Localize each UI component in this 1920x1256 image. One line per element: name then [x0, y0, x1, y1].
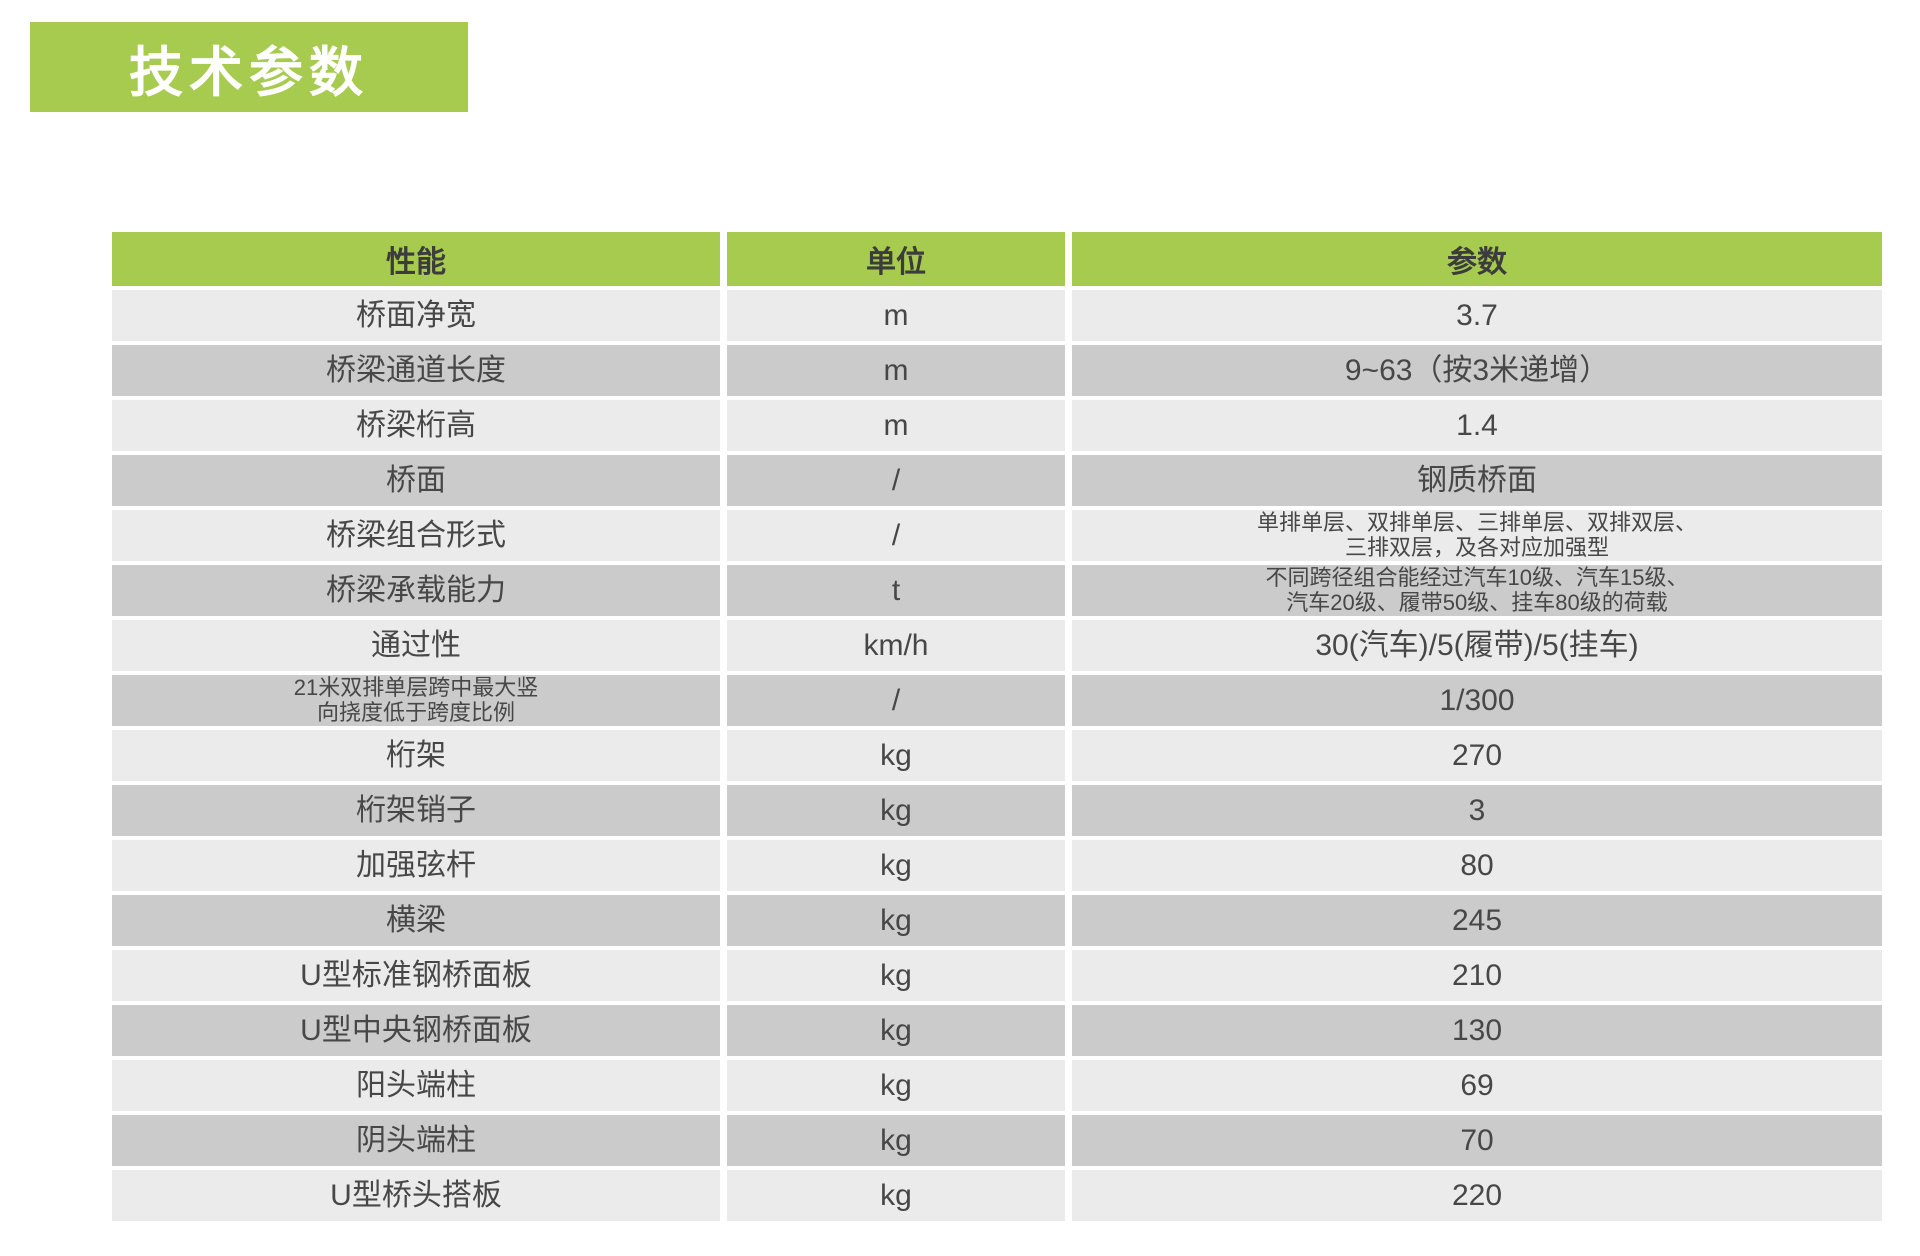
table-row: 桥面净宽 m 3.7	[112, 290, 1882, 341]
table-row: 桥梁承载能力 t 不同跨径组合能经过汽车10级、汽车15级、 汽车20级、履带50级…	[112, 565, 1882, 616]
performance-cell: U型标准钢桥面板	[112, 950, 720, 1001]
parameter-cell: 不同跨径组合能经过汽车10级、汽车15级、 汽车20级、履带50级、挂车80级的…	[1072, 565, 1882, 616]
table-row: 桥梁桁高 m 1.4	[112, 400, 1882, 451]
parameter-cell: 1/300	[1072, 675, 1882, 726]
table-row: 阳头端柱 kg 69	[112, 1060, 1882, 1111]
parameter-cell: 3	[1072, 785, 1882, 836]
unit-cell: kg	[727, 1170, 1065, 1221]
parameter-cell: 1.4	[1072, 400, 1882, 451]
performance-cell: 桥梁通道长度	[112, 345, 720, 396]
performance-cell: 桁架销子	[112, 785, 720, 836]
parameter-cell: 220	[1072, 1170, 1882, 1221]
parameter-cell: 钢质桥面	[1072, 455, 1882, 506]
table-row: 桁架 kg 270	[112, 730, 1882, 781]
spec-table: 性能 单位 参数 桥面净宽 m 3.7 桥梁通道长度 m 9~63（按3米递增） 桥梁桁高 m…	[105, 228, 1889, 1225]
unit-cell: t	[727, 565, 1065, 616]
parameter-cell: 9~63（按3米递增）	[1072, 345, 1882, 396]
unit-cell: kg	[727, 1115, 1065, 1166]
unit-cell: /	[727, 455, 1065, 506]
table-row: 桥梁通道长度 m 9~63（按3米递增）	[112, 345, 1882, 396]
performance-cell: 横梁	[112, 895, 720, 946]
performance-cell: U型桥头搭板	[112, 1170, 720, 1221]
parameter-cell: 80	[1072, 840, 1882, 891]
parameter-cell: 245	[1072, 895, 1882, 946]
performance-cell: U型中央钢桥面板	[112, 1005, 720, 1056]
performance-cell: 通过性	[112, 620, 720, 671]
performance-cell: 桥面净宽	[112, 290, 720, 341]
parameter-cell: 69	[1072, 1060, 1882, 1111]
table-row: 通过性 km/h 30(汽车)/5(履带)/5(挂车)	[112, 620, 1882, 671]
unit-cell: m	[727, 400, 1065, 451]
unit-cell: kg	[727, 840, 1065, 891]
parameter-cell: 单排单层、双排单层、三排单层、双排双层、 三排双层，及各对应加强型	[1072, 510, 1882, 561]
page-title-banner: 技术参数	[30, 22, 468, 112]
parameter-cell: 3.7	[1072, 290, 1882, 341]
performance-cell: 桥梁承载能力	[112, 565, 720, 616]
performance-cell: 21米双排单层跨中最大竖 向挠度低于跨度比例	[112, 675, 720, 726]
spec-table-body: 桥面净宽 m 3.7 桥梁通道长度 m 9~63（按3米递增） 桥梁桁高 m 1.4 桥面 / 钢质桥…	[112, 290, 1882, 1221]
parameter-cell: 30(汽车)/5(履带)/5(挂车)	[1072, 620, 1882, 671]
performance-cell: 桥梁组合形式	[112, 510, 720, 561]
unit-cell: /	[727, 675, 1065, 726]
unit-cell: /	[727, 510, 1065, 561]
unit-cell: kg	[727, 950, 1065, 1001]
unit-cell: kg	[727, 785, 1065, 836]
unit-cell: kg	[727, 1005, 1065, 1056]
table-row: 加强弦杆 kg 80	[112, 840, 1882, 891]
unit-cell: m	[727, 345, 1065, 396]
unit-cell: km/h	[727, 620, 1065, 671]
table-row: 桁架销子 kg 3	[112, 785, 1882, 836]
performance-cell: 阳头端柱	[112, 1060, 720, 1111]
parameter-cell: 270	[1072, 730, 1882, 781]
unit-cell: kg	[727, 730, 1065, 781]
parameter-cell: 210	[1072, 950, 1882, 1001]
table-row: 21米双排单层跨中最大竖 向挠度低于跨度比例/1/300	[112, 675, 1882, 726]
table-row: 横梁 kg 245	[112, 895, 1882, 946]
parameter-cell: 70	[1072, 1115, 1882, 1166]
table-row: 桥梁组合形式 / 单排单层、双排单层、三排单层、双排双层、 三排双层，及各对应加强型	[112, 510, 1882, 561]
page-title: 技术参数	[129, 42, 369, 103]
header-parameter: 参数	[1072, 232, 1882, 286]
parameter-cell: 130	[1072, 1005, 1882, 1056]
unit-cell: kg	[727, 1060, 1065, 1111]
unit-cell: kg	[727, 895, 1065, 946]
table-row: 阴头端柱 kg 70	[112, 1115, 1882, 1166]
performance-cell: 桥面	[112, 455, 720, 506]
performance-cell: 加强弦杆	[112, 840, 720, 891]
table-row: U型桥头搭板 kg 220	[112, 1170, 1882, 1221]
table-row: U型标准钢桥面板 kg 210	[112, 950, 1882, 1001]
header-unit: 单位	[727, 232, 1065, 286]
unit-cell: m	[727, 290, 1065, 341]
header-row: 性能 单位 参数	[112, 232, 1882, 286]
header-performance: 性能	[112, 232, 720, 286]
performance-cell: 桁架	[112, 730, 720, 781]
performance-cell: 桥梁桁高	[112, 400, 720, 451]
performance-cell: 阴头端柱	[112, 1115, 720, 1166]
table-row: U型中央钢桥面板 kg 130	[112, 1005, 1882, 1056]
table-row: 桥面 / 钢质桥面	[112, 455, 1882, 506]
